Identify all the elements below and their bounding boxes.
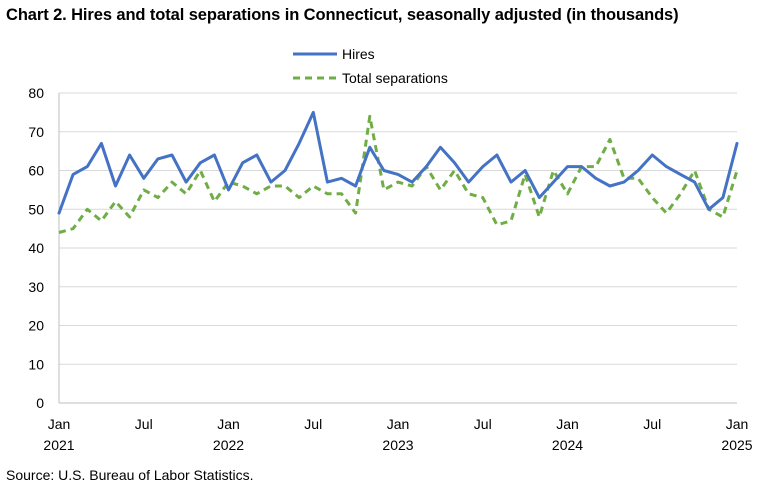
x-tick-label-year: 2021 (43, 437, 74, 453)
x-tick-label-month: Jan (387, 416, 410, 432)
series-line-total-separations (58, 114, 739, 234)
legend-label-hires: Hires (342, 46, 375, 62)
series-lines (57, 110, 739, 234)
source-note: Source: U.S. Bureau of Labor Statistics. (6, 467, 254, 483)
x-tick-label-year: 2025 (721, 437, 752, 453)
x-tick-label-month: Jul (643, 416, 661, 432)
x-axis: Jan 2021 Jul Jan 2022 Jul Jan 2023 Jul Jan 2024 Jul… (43, 402, 753, 453)
legend: Hires Total separations (293, 46, 448, 86)
x-tick-label-month: Jan (726, 416, 749, 432)
y-axis: 0 10 20 30 40 50 60 70 80 (28, 85, 60, 411)
x-tick-label-year: 2022 (213, 437, 244, 453)
y-tick-label: 60 (28, 163, 44, 179)
y-tick-label: 80 (28, 85, 44, 101)
x-tick-label-year: 2023 (382, 437, 413, 453)
y-tick-label: 70 (28, 124, 44, 140)
legend-label-total-separations: Total separations (342, 70, 448, 86)
y-tick-label: 0 (36, 395, 44, 411)
y-tick-label: 10 (28, 356, 44, 372)
gridlines (59, 92, 737, 365)
series-line-hires (57, 110, 739, 215)
x-tick-label-month: Jul (304, 416, 322, 432)
y-tick-label: 20 (28, 318, 44, 334)
chart-title: Chart 2. Hires and total separations in … (6, 6, 679, 24)
x-tick-label-month: Jul (474, 416, 492, 432)
x-tick-label-month: Jan (217, 416, 240, 432)
x-tick-label-month: Jan (48, 416, 71, 432)
x-tick-label-month: Jan (556, 416, 579, 432)
x-tick-label-month: Jul (135, 416, 153, 432)
x-tick-label-year: 2024 (552, 437, 583, 453)
y-tick-label: 50 (28, 201, 44, 217)
y-tick-label: 30 (28, 279, 44, 295)
y-tick-label: 40 (28, 240, 44, 256)
